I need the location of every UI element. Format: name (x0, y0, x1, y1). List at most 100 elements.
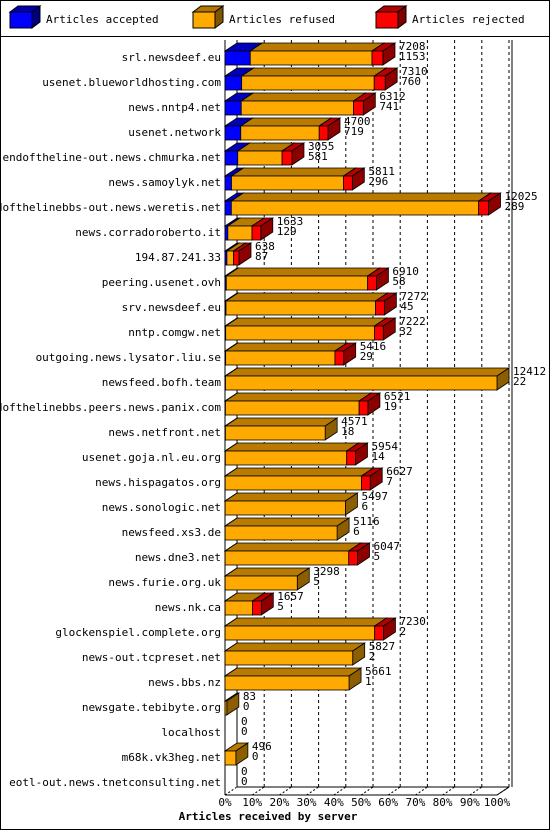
y-tick-label: newsgate.tebibyte.org (82, 701, 221, 714)
accepted-label: 760 (401, 75, 421, 88)
bar (478, 200, 489, 216)
bar (224, 50, 251, 66)
total-label: 7222 (399, 315, 426, 328)
bar (224, 575, 298, 591)
x-tick-label: 40% (324, 796, 344, 809)
total-label: 0 (241, 715, 248, 728)
y-tick-label: newsfeed.xs3.de (122, 526, 221, 539)
x-tick (469, 786, 483, 796)
x-tick-label: 60% (378, 796, 398, 809)
x-tick-label: 80% (433, 796, 453, 809)
x-tick-label: 100% (484, 796, 511, 809)
accepted-label: 32 (399, 325, 412, 338)
accepted-label: 289 (505, 200, 525, 213)
bar (240, 100, 354, 116)
total-label: 5827 (369, 640, 396, 653)
bar (224, 750, 237, 766)
x-tick-label: 20% (269, 796, 289, 809)
x-tick (360, 786, 374, 796)
total-label: 3055 (308, 140, 335, 153)
x-tick (333, 786, 347, 796)
accepted-label: 0 (241, 725, 248, 738)
x-tick (496, 786, 510, 796)
bar-top (223, 667, 363, 677)
accepted-label: 6 (361, 500, 368, 513)
bar-top (239, 92, 367, 102)
legend-label: Articles refused (229, 13, 335, 26)
bar (225, 375, 498, 391)
total-label: 0 (241, 765, 248, 778)
bar-top (240, 67, 388, 77)
accepted-label: 5 (313, 575, 320, 588)
bar (374, 625, 384, 641)
bar (226, 250, 234, 266)
bar (224, 525, 338, 541)
bar (240, 125, 320, 141)
bar-top (223, 442, 361, 452)
bar (361, 475, 371, 491)
bar (251, 225, 262, 241)
total-label: 12025 (505, 190, 538, 203)
legend-swatch (9, 11, 33, 29)
bar (224, 100, 242, 116)
bar (353, 100, 364, 116)
accepted-label: 19 (384, 400, 397, 413)
bar (371, 50, 384, 66)
total-label: 5416 (360, 340, 387, 353)
legend-label: Articles rejected (412, 13, 525, 26)
bar-top (223, 542, 363, 552)
total-label: 1657 (277, 590, 304, 603)
y-tick-label: news.corradoroberto.it (75, 226, 221, 239)
total-label: 5954 (371, 440, 398, 453)
y-tick-label: localhost (161, 726, 221, 739)
bar-top (230, 192, 492, 202)
accepted-label: 0 (243, 700, 250, 713)
bar (225, 400, 360, 416)
bar-top (223, 517, 351, 527)
total-label: 7230 (399, 615, 426, 628)
bar (225, 350, 336, 366)
bar (224, 150, 239, 166)
bar (224, 175, 232, 191)
total-label: 5497 (361, 490, 388, 503)
x-tick-label: 30% (297, 796, 317, 809)
bar-top (248, 42, 386, 52)
bar (224, 600, 253, 616)
total-label: 7310 (401, 65, 428, 78)
accepted-label: 29 (360, 350, 373, 363)
bar (224, 675, 350, 691)
bar (318, 125, 329, 141)
x-tick-label: 10% (242, 796, 262, 809)
bar (252, 600, 262, 616)
bar-top (224, 417, 339, 427)
bar (227, 225, 253, 241)
x-tick (279, 786, 292, 796)
bar (224, 500, 346, 516)
y-tick-label: news.bbs.nz (148, 676, 221, 689)
accepted-label: 18 (341, 425, 354, 438)
total-label: 4700 (344, 115, 371, 128)
y-tick-label: nntp.comgw.net (128, 326, 221, 339)
bar (224, 625, 376, 641)
accepted-label: 58 (392, 275, 405, 288)
bar (249, 50, 373, 66)
bar-top (223, 467, 375, 477)
y-tick-label: news.sonologic.net (102, 501, 221, 514)
y-tick-label: endofthelinebbs.peers.news.panix.com (0, 401, 221, 414)
total-label: 1633 (277, 215, 304, 228)
accepted-label: 5 (277, 600, 284, 613)
legend-swatch (375, 11, 399, 29)
y-tick-label: usenet.goja.nl.eu.org (82, 451, 221, 464)
bar (374, 325, 384, 341)
y-tick-label: usenet.network (128, 126, 221, 139)
accepted-label: 6 (353, 525, 360, 538)
y-tick-label: news.dne3.net (135, 551, 221, 564)
accepted-label: 2 (369, 650, 376, 663)
x-tick (415, 786, 428, 796)
bar-top (223, 567, 311, 577)
bar (225, 325, 375, 341)
y-tick-label: news.nntp4.net (128, 101, 221, 114)
total-label: 638 (255, 240, 275, 253)
x-axis-title: Articles received by server (179, 810, 358, 823)
